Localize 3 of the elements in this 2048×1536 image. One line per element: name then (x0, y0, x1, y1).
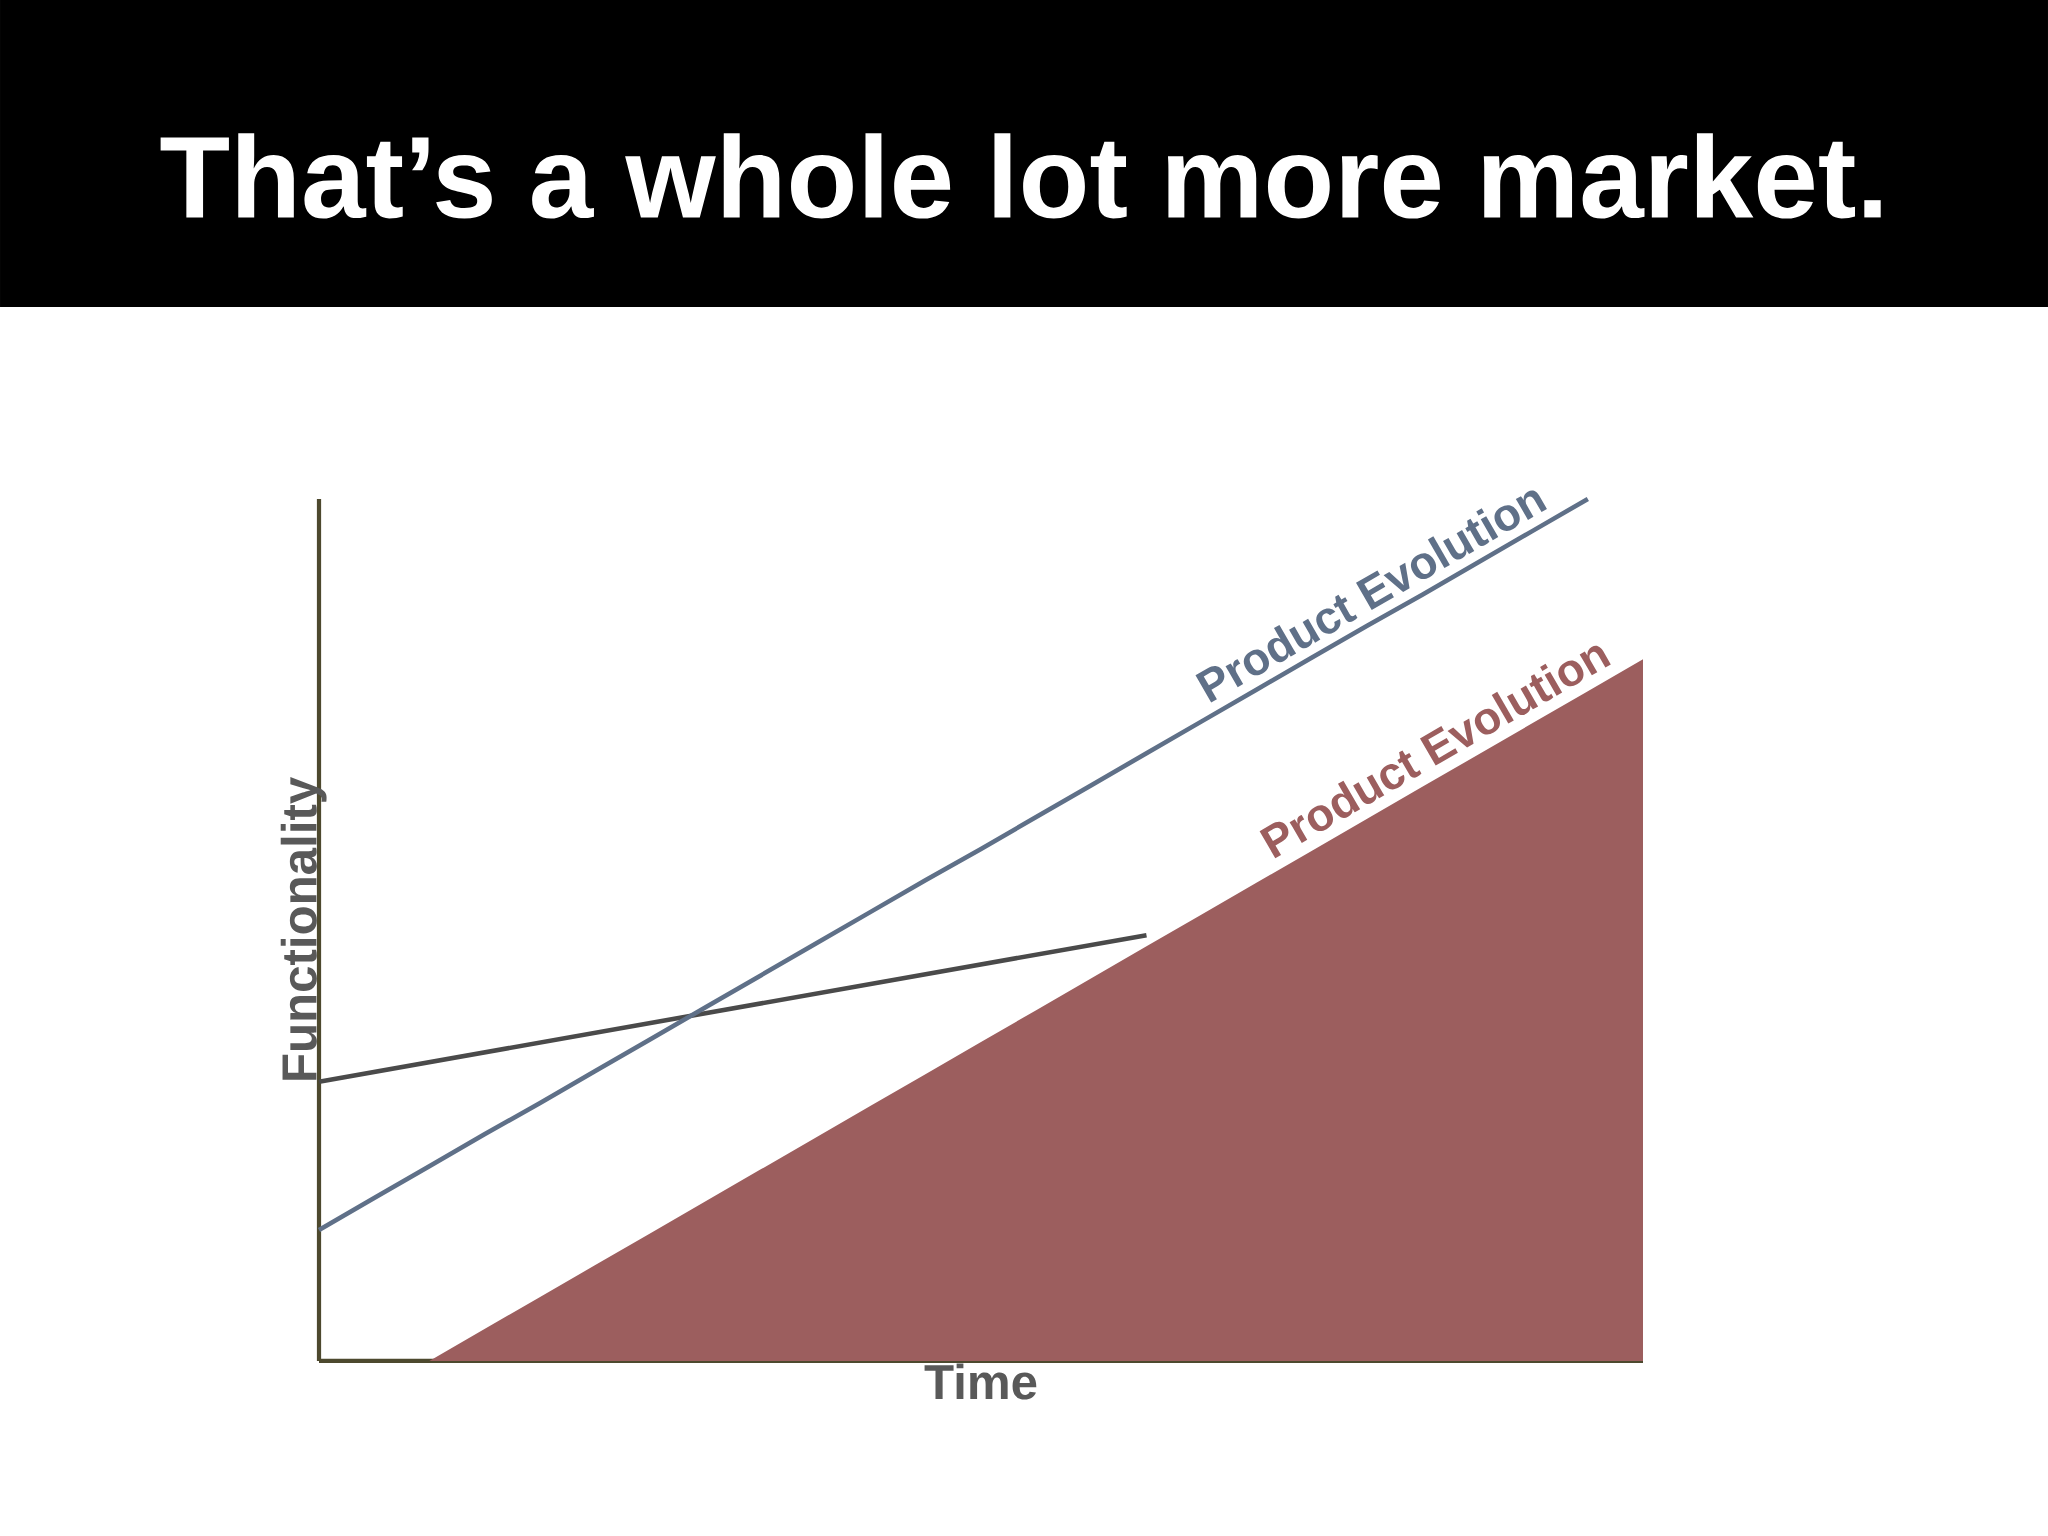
y-axis-title: Functionality (280, 777, 327, 1080)
chart-title: That’s a whole lot more market. (160, 133, 1881, 219)
x-axis-title: Time (924, 1363, 1037, 1400)
